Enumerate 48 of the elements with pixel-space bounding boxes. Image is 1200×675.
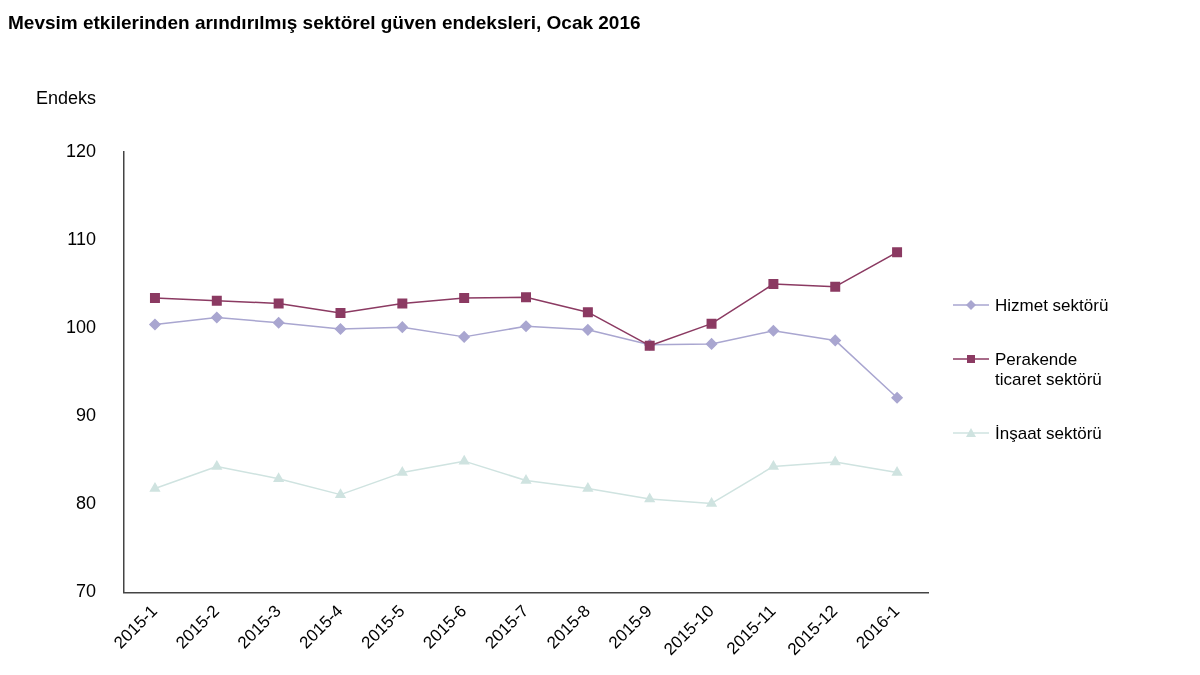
point: [396, 321, 409, 333]
legend-label: İnşaat sektörü: [995, 424, 1103, 444]
point: [705, 338, 718, 350]
point: [767, 324, 780, 337]
point: [273, 298, 284, 309]
point: [520, 474, 532, 484]
y-tick-label: 110: [67, 228, 97, 249]
point: [830, 281, 841, 292]
point: [335, 308, 346, 319]
point: [397, 298, 408, 309]
chart-title: Mevsim etkilerinden arındırılmış sektörel güven endeksleri, Ocak 2016: [8, 12, 641, 34]
point: [768, 279, 779, 289]
y-tick-label: 70: [76, 581, 97, 602]
point: [582, 482, 593, 492]
legend-label: Hizmet sektörü: [995, 296, 1110, 316]
point: [335, 488, 346, 498]
y-tick-label: 100: [65, 317, 97, 338]
legend-label: Perakende ticaret sektörü: [995, 350, 1103, 390]
point: [211, 295, 222, 306]
point: [149, 293, 160, 304]
point: [644, 493, 655, 503]
point: [149, 318, 161, 331]
point: [273, 473, 284, 483]
y-tick-label: 90: [76, 405, 97, 426]
point: [829, 334, 841, 347]
y-tick-label: 80: [76, 493, 97, 514]
point: [459, 455, 470, 465]
point: [520, 320, 532, 333]
point: [272, 317, 285, 329]
point: [211, 311, 223, 324]
point: [892, 247, 903, 258]
point: [397, 466, 408, 476]
point: [149, 482, 161, 492]
y-tick-label: 120: [65, 140, 97, 161]
point: [768, 460, 779, 470]
point: [891, 391, 903, 404]
point: [706, 318, 717, 329]
point: [334, 323, 347, 335]
point: [211, 460, 222, 470]
y-axis-title: Endeks: [36, 88, 97, 109]
point: [458, 331, 470, 343]
point: [582, 324, 594, 336]
point: [459, 293, 470, 304]
point: [830, 456, 841, 466]
point: [706, 497, 717, 507]
point: [521, 292, 532, 303]
point: [892, 466, 903, 476]
point: [582, 307, 593, 318]
